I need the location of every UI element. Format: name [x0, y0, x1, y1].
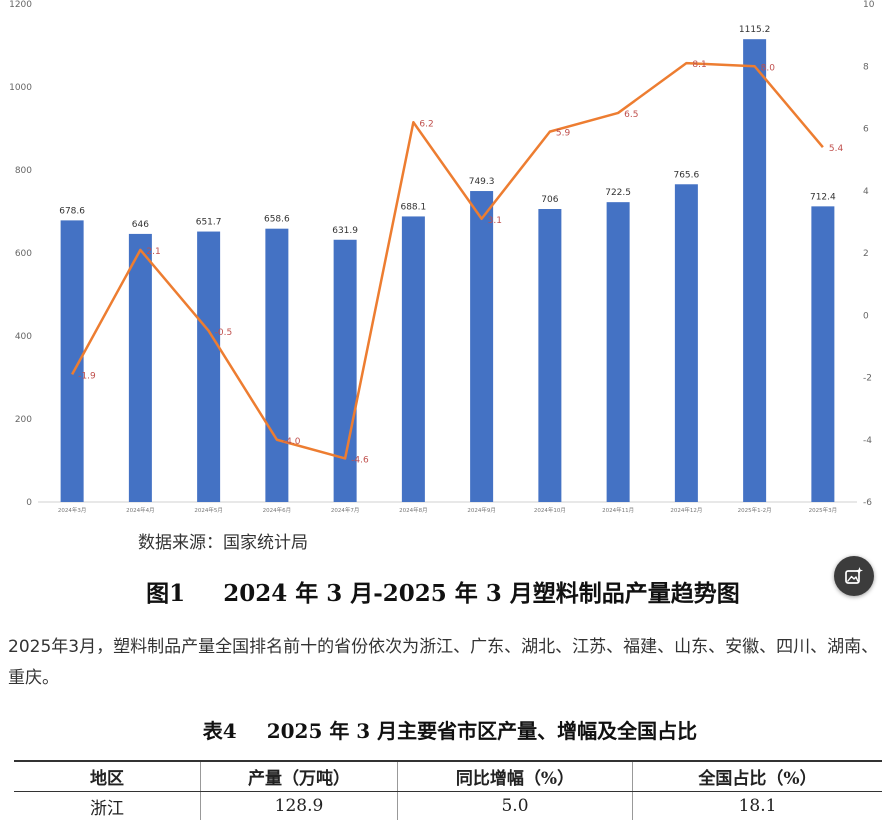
header-output: 产量（万吨） [201, 761, 398, 792]
line-data-label: 5.9 [556, 129, 571, 139]
x-axis-tick-label: 2024年10月 [534, 506, 566, 514]
bar-data-label: 765.6 [673, 170, 699, 180]
bar [607, 202, 630, 502]
x-axis-tick-label: 2024年4月 [126, 506, 155, 514]
figure-number: 图1 [146, 580, 185, 607]
line-data-label: -4.0 [283, 437, 301, 447]
x-axis-tick-label: 2024年8月 [399, 506, 428, 514]
bar-data-label: 678.6 [59, 206, 85, 216]
x-axis-tick-label: 2024年5月 [194, 506, 223, 514]
right-axis-tick-label: 4 [863, 187, 869, 197]
left-axis-tick-label: 0 [26, 498, 32, 508]
right-axis-tick-label: 6 [863, 125, 869, 135]
line-data-label: -4.6 [351, 455, 369, 465]
bar-data-label: 749.3 [469, 177, 495, 187]
right-axis-tick-label: 8 [863, 62, 869, 72]
table-header-row: 地区 产量（万吨） 同比增幅（%） 全国占比（%） [14, 761, 882, 792]
line-data-label: 2.1 [146, 247, 160, 257]
x-axis-tick-label: 2024年6月 [263, 506, 292, 514]
line-data-label: 8.1 [692, 60, 706, 70]
right-axis-tick-label: -4 [863, 436, 872, 446]
right-axis-tick-label: 10 [863, 0, 875, 10]
left-axis-tick-label: 400 [15, 332, 32, 342]
right-axis-tick-label: 2 [863, 249, 869, 259]
bar-data-label: 688.1 [400, 202, 426, 212]
bar [538, 209, 561, 502]
left-axis-tick-label: 200 [15, 415, 32, 425]
image-ai-button[interactable] [834, 556, 874, 596]
figure-caption: 图1 2024 年 3 月-2025 年 3 月塑料制品产量趋势图 [0, 574, 886, 608]
header-national-share: 全国占比（%） [633, 761, 883, 792]
bar [402, 216, 425, 502]
figure-title: 2024 年 3 月-2025 年 3 月塑料制品产量趋势图 [223, 580, 740, 607]
cell-national-share: 18.1 [633, 792, 883, 820]
province-output-table: 地区 产量（万吨） 同比增幅（%） 全国占比（%） 浙江 128.9 5.0 1… [14, 760, 882, 820]
bar-data-label: 706 [541, 195, 558, 205]
bar [811, 206, 834, 502]
bar-data-label: 722.5 [605, 188, 631, 198]
line-data-label: 6.5 [624, 110, 638, 120]
left-axis-tick-label: 600 [15, 249, 32, 259]
header-yoy-growth: 同比增幅（%） [398, 761, 633, 792]
right-axis-tick-label: -2 [863, 374, 872, 384]
production-trend-chart: 0 200 400 600 800 1000 1200 -6 -4 -2 0 2 4 6 8 10 678.6 6… [0, 0, 886, 526]
bar-data-label: 1115.2 [739, 25, 771, 35]
x-axis-tick-label: 2024年7月 [331, 506, 360, 514]
growth-rate-line [72, 63, 823, 458]
body-paragraph: 2025年3月，塑料制品产量全国排名前十的省份依次为浙江、广东、湖北、江苏、福建… [8, 632, 882, 694]
left-axis-tick-label: 1200 [9, 0, 32, 10]
left-axis-tick-label: 1000 [9, 83, 32, 93]
line-data-label: -1.9 [78, 371, 96, 381]
x-axis-tick-label: 2025年3月 [809, 506, 838, 514]
table-title: 2025 年 3 月主要省市区产量、增幅及全国占比 [267, 719, 697, 743]
right-axis-tick-label: -6 [863, 498, 872, 508]
line-data-label: 6.2 [419, 119, 433, 129]
left-axis-tick-label: 800 [15, 166, 32, 176]
image-sparkle-icon [844, 566, 864, 586]
bar [743, 39, 766, 502]
table-caption: 表4 2025 年 3 月主要省市区产量、增幅及全国占比 [0, 715, 886, 744]
bar-data-label: 646 [132, 220, 149, 230]
bar-data-label: 712.4 [810, 192, 836, 202]
table-number: 表4 [203, 719, 237, 743]
bar [470, 191, 493, 502]
bar [197, 232, 220, 502]
right-axis-tick-label: 0 [863, 311, 869, 321]
bar-data-label: 658.6 [264, 215, 290, 225]
bar-data-label: 631.9 [332, 226, 358, 236]
line-data-label: 3.1 [488, 216, 502, 226]
x-axis-tick-label: 2025年1-2月 [738, 506, 772, 514]
cell-output: 128.9 [201, 792, 398, 820]
x-axis-tick-label: 2024年12月 [670, 506, 702, 514]
data-source-note: 数据来源：国家统计局 [138, 528, 308, 553]
header-region: 地区 [14, 761, 201, 792]
cell-yoy-growth: 5.0 [398, 792, 633, 820]
table-row: 浙江 128.9 5.0 18.1 [14, 792, 882, 820]
bar [265, 229, 288, 502]
bar [675, 184, 698, 502]
x-axis-tick-label: 2024年11月 [602, 506, 634, 514]
line-data-label: 5.4 [829, 144, 844, 154]
line-data-label: -0.5 [215, 328, 233, 338]
bar-data-label: 651.7 [196, 218, 222, 228]
cell-region: 浙江 [14, 792, 201, 820]
bar [129, 234, 152, 502]
x-axis-tick-label: 2024年9月 [467, 506, 496, 514]
line-data-label: 8.0 [761, 63, 776, 73]
x-axis-tick-label: 2024年3月 [58, 506, 87, 514]
